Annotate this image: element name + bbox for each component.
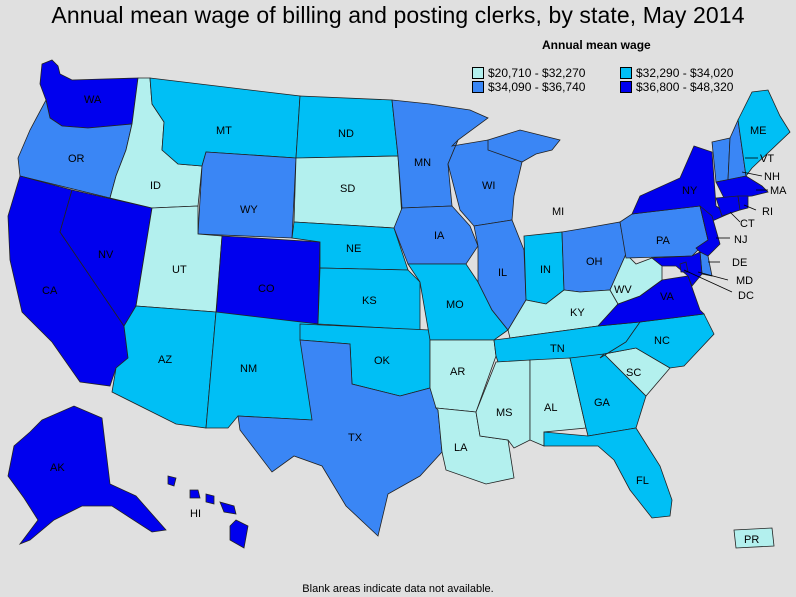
label-AR: AR <box>450 366 465 378</box>
label-FL: FL <box>636 475 649 487</box>
label-GA: GA <box>594 397 611 409</box>
label-HI: HI <box>190 508 201 520</box>
label-CT: CT <box>740 218 755 230</box>
state-AZ <box>111 305 217 429</box>
legend-swatch-4 <box>620 81 632 93</box>
label-VA: VA <box>660 291 675 303</box>
legend-item-3: $34,090 - $36,740 <box>472 80 585 94</box>
state-MD <box>650 251 703 287</box>
label-IL: IL <box>498 267 507 279</box>
state-FL <box>543 427 673 519</box>
label-MT: MT <box>216 125 232 137</box>
label-RI: RI <box>762 206 773 218</box>
label-NV: NV <box>98 249 114 261</box>
label-PR: PR <box>744 534 759 546</box>
label-WV: WV <box>614 284 632 296</box>
label-AK: AK <box>50 462 65 474</box>
label-NJ: NJ <box>734 234 747 246</box>
legend-label-3: $34,090 - $36,740 <box>488 80 586 94</box>
footnote: Blank areas indicate data not available. <box>302 583 494 595</box>
label-SC: SC <box>626 367 641 379</box>
label-VT: VT <box>760 153 774 165</box>
label-CO: CO <box>258 283 275 295</box>
state-VT <box>711 137 731 183</box>
state-NC <box>599 313 715 369</box>
label-NY: NY <box>682 185 698 197</box>
label-NH: NH <box>764 171 780 183</box>
state-CO <box>215 235 321 325</box>
label-MI: MI <box>552 206 564 218</box>
label-WI: WI <box>482 180 495 192</box>
state-ME <box>737 89 791 178</box>
label-TX: TX <box>348 432 363 444</box>
legend-label-1: $20,710 - $32,270 <box>488 66 586 80</box>
state-PR <box>733 527 775 549</box>
label-IA: IA <box>434 230 445 242</box>
label-KY: KY <box>570 307 585 319</box>
label-MN: MN <box>414 157 431 169</box>
label-ME: ME <box>750 125 767 137</box>
label-WY: WY <box>240 204 258 216</box>
state-KS <box>317 267 421 331</box>
state-MI <box>487 129 561 163</box>
state-HI <box>167 475 249 549</box>
label-MS: MS <box>496 407 513 419</box>
legend-label-2: $32,290 - $34,020 <box>636 66 734 80</box>
state-IA <box>393 205 479 265</box>
label-MO: MO <box>446 299 464 311</box>
label-PA: PA <box>656 235 671 247</box>
label-OK: OK <box>374 355 391 367</box>
label-CA: CA <box>42 285 58 297</box>
legend-swatch-2 <box>620 67 632 79</box>
label-TN: TN <box>550 343 565 355</box>
label-ND: ND <box>338 128 354 140</box>
label-AL: AL <box>544 402 557 414</box>
label-OR: OR <box>68 153 85 165</box>
legend-title: Annual mean wage <box>542 38 651 52</box>
legend-item-4: $36,800 - $48,320 <box>620 80 733 94</box>
label-DE: DE <box>732 257 747 269</box>
label-MA: MA <box>770 185 787 197</box>
label-UT: UT <box>172 264 187 276</box>
label-NM: NM <box>240 363 257 375</box>
label-MD: MD <box>736 275 753 287</box>
label-NE: NE <box>346 243 361 255</box>
label-LA: LA <box>454 442 468 454</box>
state-AK <box>7 405 167 545</box>
state-TX <box>237 339 443 537</box>
state-RI <box>737 195 749 211</box>
state-MT <box>149 77 301 167</box>
label-KS: KS <box>362 295 377 307</box>
map-title: Annual mean wage of billing and posting … <box>51 2 745 28</box>
label-AZ: AZ <box>158 354 172 366</box>
legend-item-1: $20,710 - $32,270 <box>472 66 585 80</box>
label-IN: IN <box>540 264 551 276</box>
label-SD: SD <box>340 183 355 195</box>
legend-swatch-3 <box>472 81 484 93</box>
legend-label-4: $36,800 - $48,320 <box>636 80 734 94</box>
legend-swatch-1 <box>472 67 484 79</box>
label-NC: NC <box>654 335 670 347</box>
state-WY <box>197 151 297 239</box>
label-DC: DC <box>738 290 754 302</box>
label-OH: OH <box>586 256 603 268</box>
label-ID: ID <box>150 180 161 192</box>
legend-item-2: $32,290 - $34,020 <box>620 66 733 80</box>
state-ND <box>295 95 399 159</box>
label-WA: WA <box>84 94 102 106</box>
